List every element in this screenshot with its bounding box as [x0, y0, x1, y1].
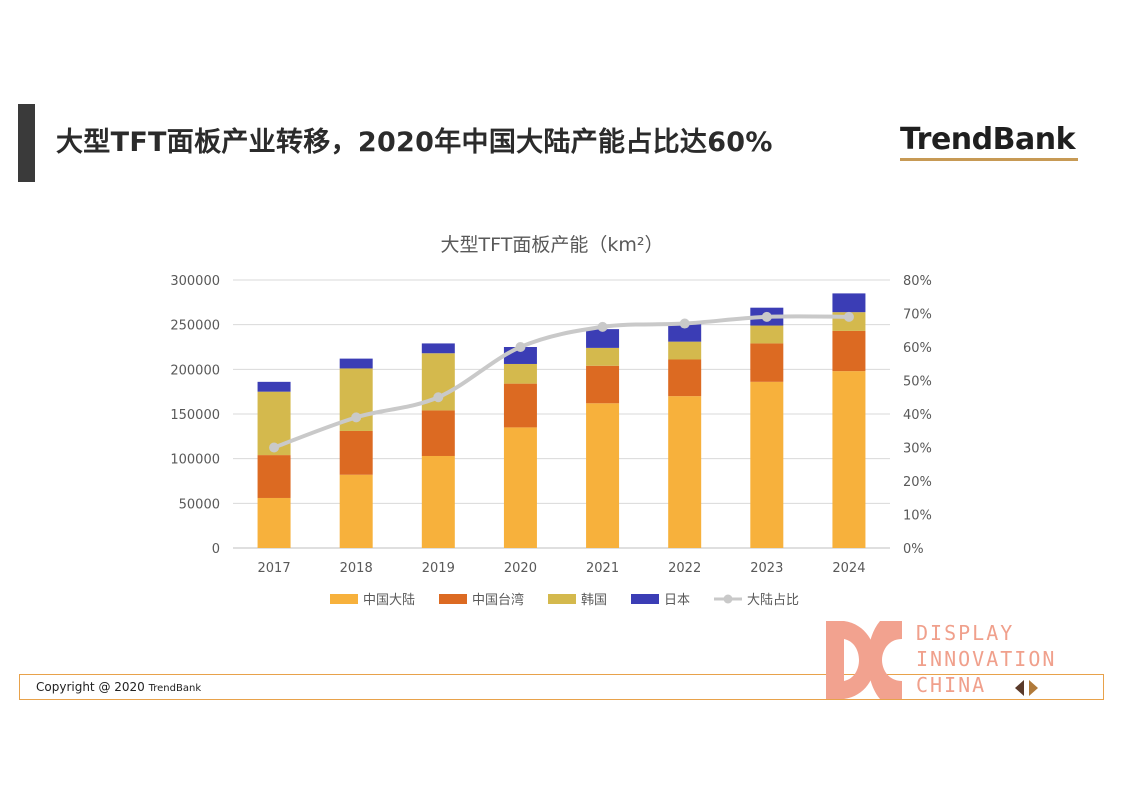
y-tick-label-right: 70%	[903, 308, 932, 323]
dic-line-2: INNOVATION	[916, 647, 1057, 671]
x-tick-label: 2018	[340, 561, 373, 576]
bar-segment	[586, 365, 620, 404]
bar-segment	[750, 325, 784, 344]
bar-segment	[750, 343, 784, 382]
y-tick-label-right: 60%	[903, 341, 932, 356]
next-arrow-icon[interactable]	[1029, 680, 1038, 696]
footer: Copyright @ 2020 TrendBank	[19, 674, 1104, 700]
share-point	[843, 311, 854, 322]
bar-segment	[257, 497, 291, 548]
bar-segment	[668, 359, 702, 397]
bar-segment	[339, 358, 373, 369]
x-tick-label: 2021	[586, 561, 619, 576]
bar-segment	[668, 322, 702, 342]
chart-title: 大型TFT面板产能（km²）	[441, 234, 664, 256]
y-tick-label-left: 50000	[179, 497, 220, 512]
bar-segment	[832, 330, 866, 372]
dic-line-1: DISPLAY	[916, 621, 1015, 645]
legend-label: 日本	[664, 593, 690, 608]
legend-swatch	[330, 594, 358, 604]
dic-wordmark: DISPLAY INNOVATION CHINA	[916, 620, 1056, 698]
brand-underline	[900, 158, 1078, 161]
bar-segment	[750, 381, 784, 548]
share-point	[679, 318, 690, 329]
prev-arrow-icon[interactable]	[1015, 680, 1024, 696]
y-tick-label-right: 40%	[903, 408, 932, 423]
y-tick-label-right: 50%	[903, 375, 932, 390]
brand-name: TrendBank	[900, 122, 1076, 157]
share-point	[351, 412, 362, 423]
share-point	[761, 311, 772, 322]
legend-label: 中国大陆	[363, 592, 415, 608]
dic-logo-icon	[826, 621, 902, 699]
trendbank-logo: TrendBank	[900, 122, 1078, 161]
share-line	[272, 314, 851, 450]
bar-segment	[832, 293, 866, 313]
legend-label: 中国台湾	[472, 592, 524, 608]
legend-swatch	[631, 594, 659, 604]
y-tick-label-right: 30%	[903, 442, 932, 457]
y-tick-label-right: 80%	[903, 274, 932, 289]
slide-title: 大型TFT面板产业转移，2020年中国大陆产能占比达60%	[56, 127, 773, 158]
share-point	[433, 392, 444, 403]
y-tick-label-right: 10%	[903, 509, 932, 524]
y-tick-label-right: 20%	[903, 475, 932, 490]
x-tick-label: 2020	[504, 561, 537, 576]
x-tick-label: 2019	[422, 561, 455, 576]
bar-segment	[586, 403, 620, 548]
copyright-text: Copyright @ 2020 TrendBank	[36, 680, 201, 694]
slide-nav	[1015, 680, 1038, 696]
y-tick-label-left: 0	[212, 542, 220, 557]
bar-segment	[832, 371, 866, 548]
legend-swatch	[439, 594, 467, 604]
bar-segment	[586, 329, 620, 348]
legend-line-marker	[723, 594, 733, 604]
copyright-label: Copyright @ 2020	[36, 680, 149, 694]
bar-segment	[421, 343, 455, 354]
share-point	[515, 342, 526, 352]
title-accent-bar	[18, 104, 35, 182]
bar-segment	[668, 396, 702, 548]
bar-segment	[668, 341, 702, 360]
bar-segment	[586, 347, 620, 366]
bar-segment	[421, 410, 455, 456]
y-tick-label-left: 200000	[170, 363, 220, 378]
y-tick-label-left: 100000	[170, 453, 220, 468]
legend-label: 大陆占比	[747, 592, 799, 608]
y-tick-label-right: 0%	[903, 542, 924, 557]
legend-swatch	[548, 594, 576, 604]
x-tick-label: 2022	[668, 561, 701, 576]
y-tick-label-left: 300000	[170, 274, 220, 289]
share-point	[597, 321, 608, 332]
x-tick-label: 2023	[750, 561, 783, 576]
bar-segment	[503, 383, 537, 428]
share-point	[269, 442, 280, 453]
bar-segment	[257, 381, 291, 392]
bar-segment	[339, 474, 373, 548]
bar-segment	[421, 455, 455, 548]
bar-segment	[257, 455, 291, 498]
bar-segment	[503, 363, 537, 384]
x-tick-label: 2017	[258, 561, 291, 576]
y-tick-label-left: 150000	[170, 408, 220, 423]
y-tick-label-left: 250000	[170, 319, 220, 334]
bar-segment	[339, 430, 373, 475]
legend-label: 韩国	[581, 593, 607, 608]
x-tick-label: 2024	[832, 561, 865, 576]
bar-segment	[503, 427, 537, 548]
copyright-brand: TrendBank	[148, 683, 202, 694]
dic-line-3: CHINA	[916, 673, 987, 697]
